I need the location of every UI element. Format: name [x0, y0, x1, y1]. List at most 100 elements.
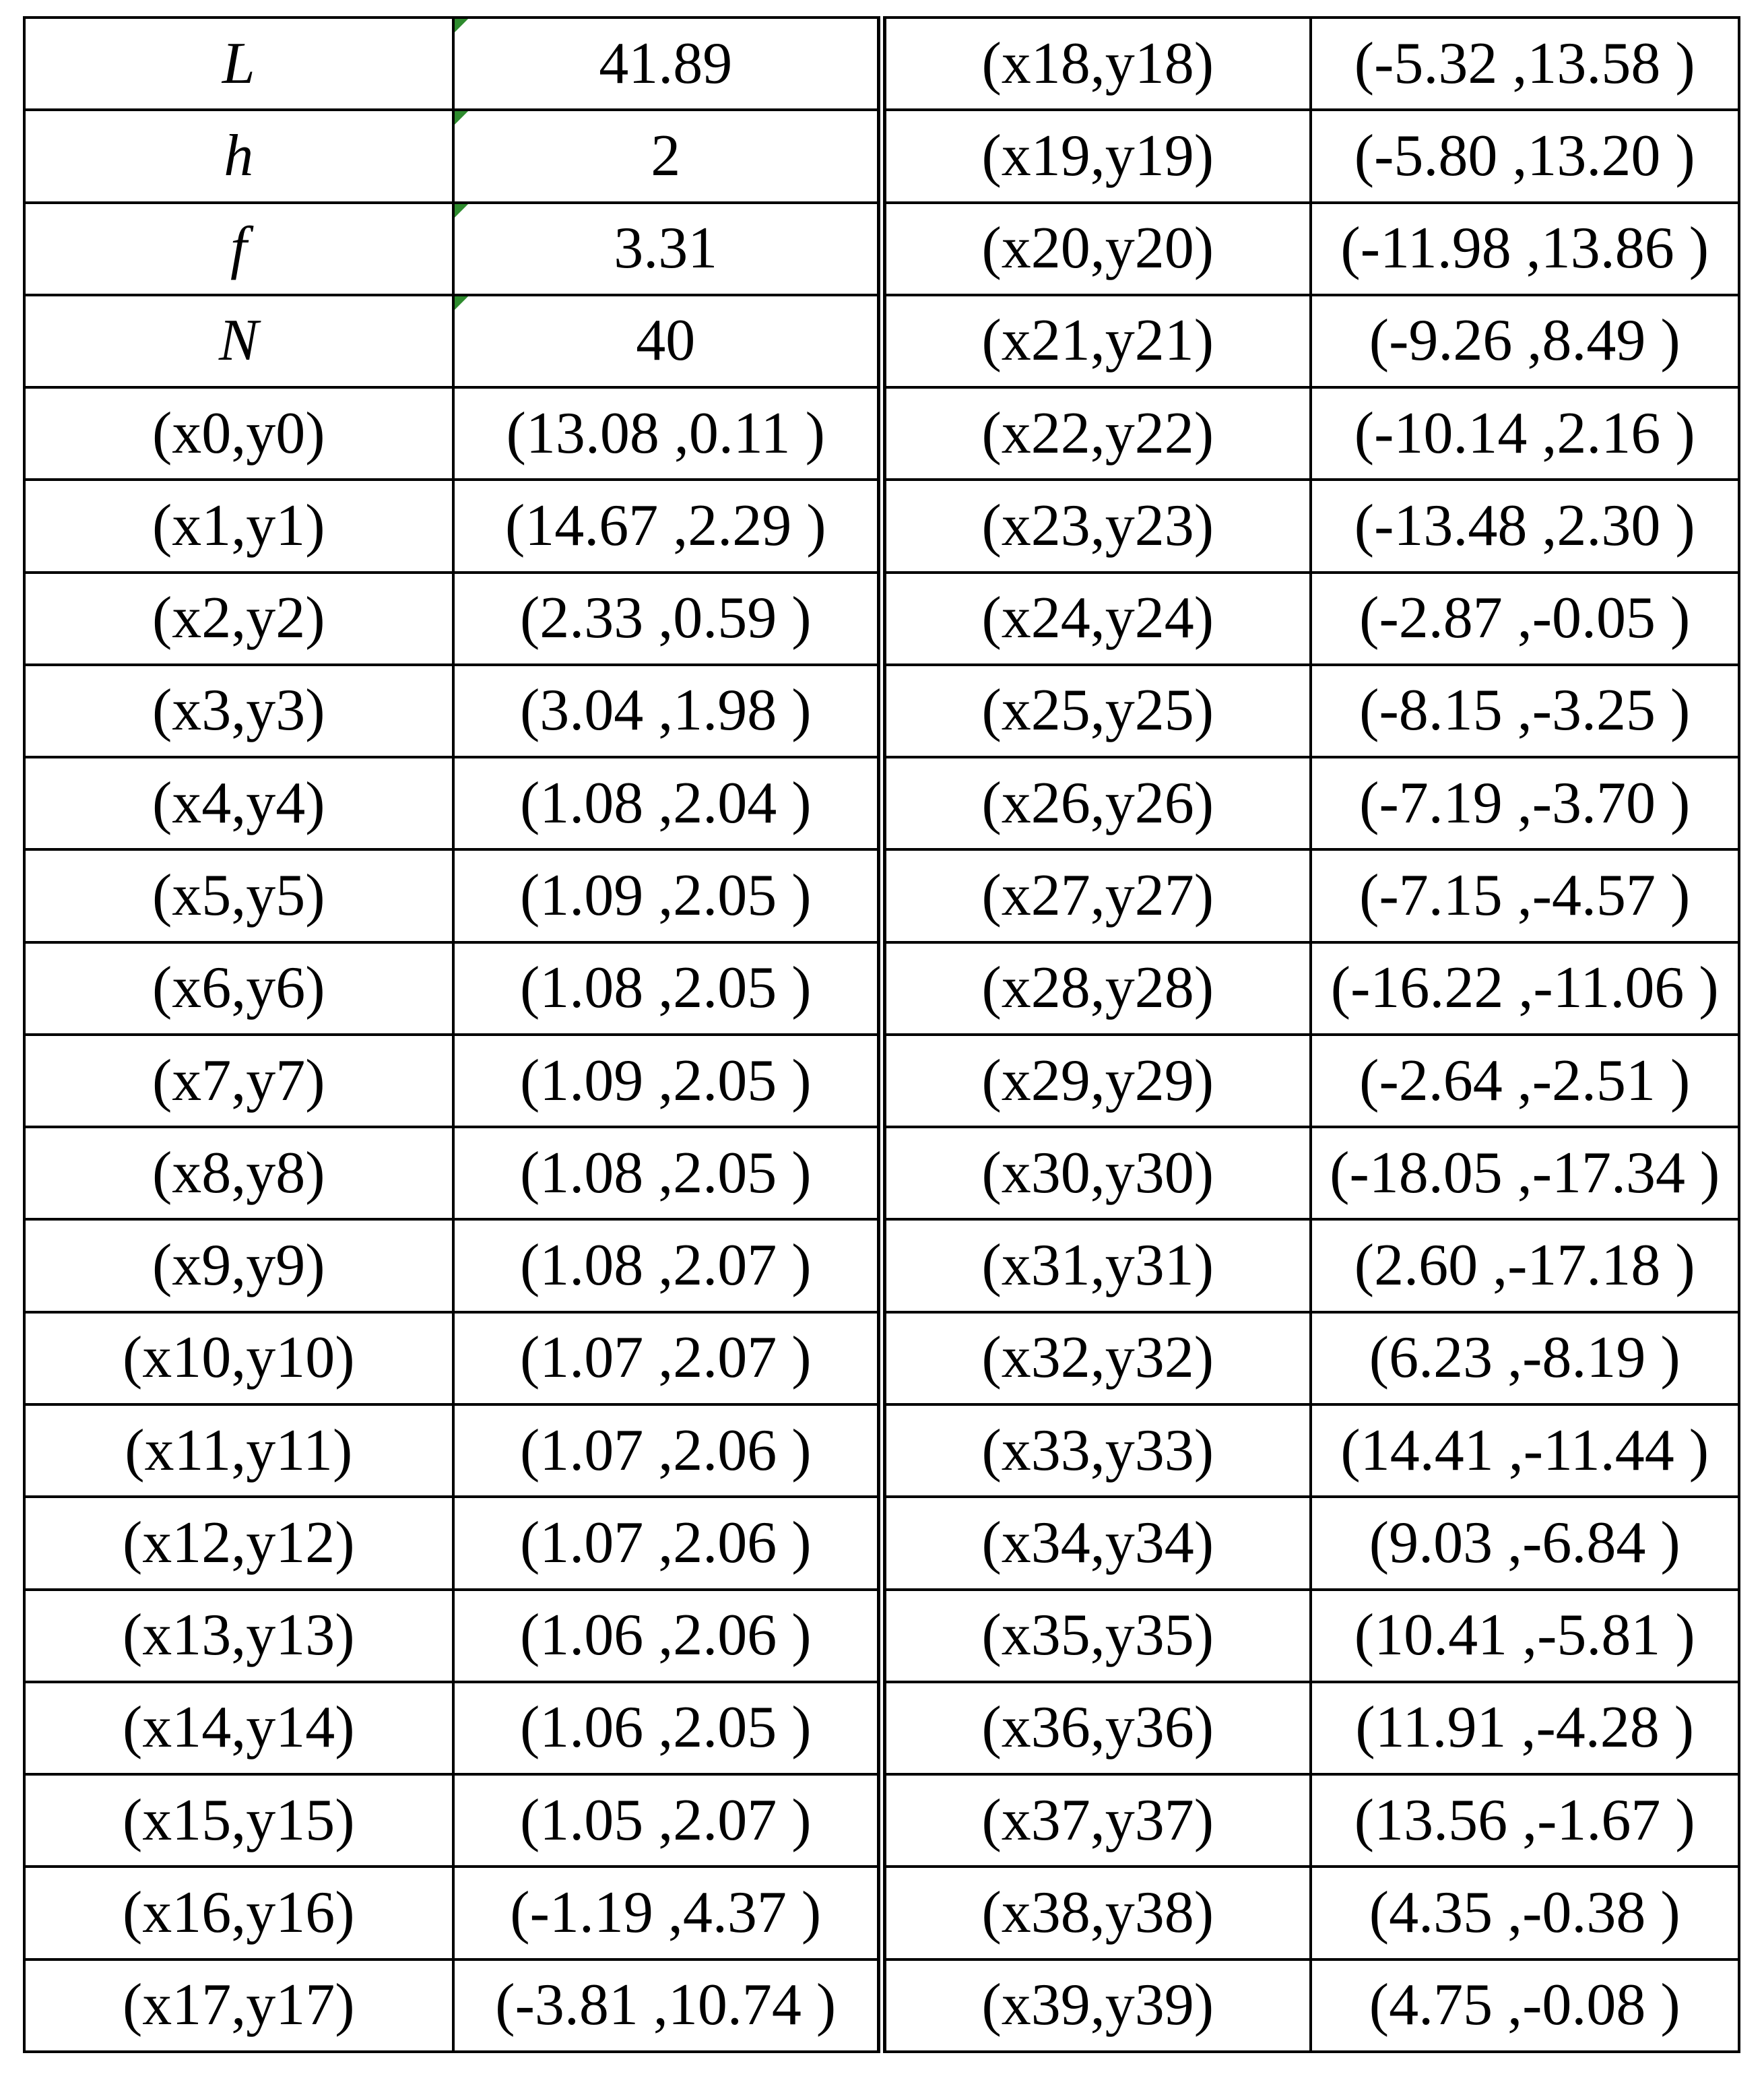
label-cell: f — [23, 201, 455, 296]
label-cell: (x24,y24) — [880, 571, 1312, 666]
table-row: (x13,y13) (1.06 ,2.06 ) (x35,y35) (10.41 ,-… — [23, 1588, 1740, 1683]
table-row: (x11,y11) (1.07 ,2.06 ) (x33,y33) (14.41 ,-… — [23, 1402, 1740, 1499]
table-row: (x8,y8) (1.08 ,2.05 ) (x30,y30) (-18.05 ,-1… — [23, 1126, 1740, 1221]
table-row: (x2,y2) (2.33 ,0.59 ) (x24,y24) (-2.87 ,-0.… — [23, 571, 1740, 666]
label-cell: (x20,y20) — [880, 201, 1312, 296]
label-cell: (x12,y12) — [23, 1495, 455, 1591]
label-cell: (x18,y18) — [880, 15, 1312, 112]
label-cell: (x32,y32) — [880, 1310, 1312, 1406]
cell-indicator — [454, 111, 468, 125]
label-cell: (x16,y16) — [23, 1865, 455, 1961]
table-row: f 3.31 (x20,y20) (-11.98 ,13.86 ) — [23, 201, 1740, 296]
label-cell: (x1,y1) — [23, 478, 455, 574]
label-cell: (x2,y2) — [23, 571, 455, 666]
label-cell: h — [23, 108, 455, 204]
table-row: (x5,y5) (1.09 ,2.05 ) (x27,y27) (-7.15 ,-4.… — [23, 848, 1740, 944]
value-cell: (11.91 ,-4.28 ) — [1309, 1680, 1740, 1776]
value-cell: (1.09 ,2.05 ) — [451, 848, 886, 944]
label-cell: (x5,y5) — [23, 848, 455, 944]
value-cell: (1.08 ,2.05 ) — [451, 940, 886, 1036]
value-cell: (1.07 ,2.07 ) — [451, 1310, 886, 1406]
value-cell: (10.41 ,-5.81 ) — [1309, 1588, 1740, 1683]
table-row: (x9,y9) (1.08 ,2.07 ) (x31,y31) (2.60 ,-17.… — [23, 1218, 1740, 1314]
value-cell: (-7.19 ,-3.70 ) — [1309, 756, 1740, 851]
value-cell: (6.23 ,-8.19 ) — [1309, 1310, 1740, 1406]
label-cell: (x9,y9) — [23, 1218, 455, 1314]
data-table: L 41.89 (x18,y18) (-5.32 ,13.58 ) h 2 (x19,y19… — [23, 15, 1740, 2054]
value-cell: 3.31 — [451, 201, 886, 296]
label-cell: (x3,y3) — [23, 663, 455, 759]
table-row: (x14,y14) (1.06 ,2.05 ) (x36,y36) (11.91 ,-… — [23, 1680, 1740, 1776]
label-cell: (x31,y31) — [880, 1218, 1312, 1314]
value-cell: (1.06 ,2.06 ) — [451, 1588, 886, 1683]
value-cell: 40 — [451, 293, 886, 389]
value-cell: (1.08 ,2.05 ) — [451, 1126, 886, 1221]
label-cell: (x6,y6) — [23, 940, 455, 1036]
value-cell: 41.89 — [451, 15, 886, 112]
value-cell: (-13.48 ,2.30 ) — [1309, 478, 1740, 574]
table-row: h 2 (x19,y19) (-5.80 ,13.20 ) — [23, 108, 1740, 204]
label-cell: (x7,y7) — [23, 1033, 455, 1129]
label-cell: (x26,y26) — [880, 756, 1312, 851]
value-cell: (-11.98 ,13.86 ) — [1309, 201, 1740, 296]
table-row: (x6,y6) (1.08 ,2.05 ) (x28,y28) (-16.22 ,-1… — [23, 940, 1740, 1036]
table-row: (x10,y10) (1.07 ,2.07 ) (x32,y32) (6.23 ,-8… — [23, 1310, 1740, 1406]
label-cell: (x14,y14) — [23, 1680, 455, 1776]
value-cell: (1.07 ,2.06 ) — [451, 1402, 886, 1499]
value-cell: (14.41 ,-11.44 ) — [1309, 1402, 1740, 1499]
value-cell: (2.60 ,-17.18 ) — [1309, 1218, 1740, 1314]
value-cell: (1.05 ,2.07 ) — [451, 1773, 886, 1869]
table-row: (x16,y16) (-1.19 ,4.37 ) (x38,y38) (4.35 ,-… — [23, 1865, 1740, 1961]
table-body: L 41.89 (x18,y18) (-5.32 ,13.58 ) h 2 (x19,y19… — [23, 15, 1740, 2054]
table-row: L 41.89 (x18,y18) (-5.32 ,13.58 ) — [23, 15, 1740, 112]
label-cell: (x29,y29) — [880, 1033, 1312, 1129]
value-cell: (1.08 ,2.04 ) — [451, 756, 886, 851]
value-cell: (-2.87 ,-0.05 ) — [1309, 571, 1740, 666]
table-row: (x1,y1) (14.67 ,2.29 ) (x23,y23) (-13.48 ,2… — [23, 478, 1740, 574]
label-cell: (x23,y23) — [880, 478, 1312, 574]
value-cell: (-1.19 ,4.37 ) — [451, 1865, 886, 1961]
value-cell: (-7.15 ,-4.57 ) — [1309, 848, 1740, 944]
value-cell: (9.03 ,-6.84 ) — [1309, 1495, 1740, 1591]
label-cell: (x30,y30) — [880, 1126, 1312, 1221]
table-row: (x15,y15) (1.05 ,2.07 ) (x37,y37) (13.56 ,-… — [23, 1773, 1740, 1869]
table-row: (x7,y7) (1.09 ,2.05 ) (x29,y29) (-2.64 ,-2.… — [23, 1033, 1740, 1129]
value-cell: (-10.14 ,2.16 ) — [1309, 386, 1740, 482]
label-cell: (x36,y36) — [880, 1680, 1312, 1776]
label-cell: (x15,y15) — [23, 1773, 455, 1869]
label-cell: (x27,y27) — [880, 848, 1312, 944]
label-cell: (x21,y21) — [880, 293, 1312, 389]
value-cell: (14.67 ,2.29 ) — [451, 478, 886, 574]
value-cell: (-5.80 ,13.20 ) — [1309, 108, 1740, 204]
value-cell: (1.08 ,2.07 ) — [451, 1218, 886, 1314]
label-cell: (x35,y35) — [880, 1588, 1312, 1683]
value-cell: (-9.26 ,8.49 ) — [1309, 293, 1740, 389]
value-cell: (-5.32 ,13.58 ) — [1309, 15, 1740, 112]
label-cell: (x4,y4) — [23, 756, 455, 851]
label-cell: L — [23, 15, 455, 112]
cell-indicator — [454, 296, 468, 310]
value-cell: (2.33 ,0.59 ) — [451, 571, 886, 666]
value-cell: (1.07 ,2.06 ) — [451, 1495, 886, 1591]
label-cell: (x10,y10) — [23, 1310, 455, 1406]
value-cell: (-18.05 ,-17.34 ) — [1309, 1126, 1740, 1221]
label-cell: (x28,y28) — [880, 940, 1312, 1036]
value-cell: (13.08 ,0.11 ) — [451, 386, 886, 482]
label-cell: (x13,y13) — [23, 1588, 455, 1683]
label-cell: (x17,y17) — [23, 1957, 455, 2054]
value-cell: (13.56 ,-1.67 ) — [1309, 1773, 1740, 1869]
label-cell: (x22,y22) — [880, 386, 1312, 482]
label-cell: (x19,y19) — [880, 108, 1312, 204]
table-row: (x4,y4) (1.08 ,2.04 ) (x26,y26) (-7.19 ,-3.… — [23, 756, 1740, 851]
value-cell: (4.75 ,-0.08 ) — [1309, 1957, 1740, 2054]
value-cell: (-8.15 ,-3.25 ) — [1309, 663, 1740, 759]
label-cell: (x0,y0) — [23, 386, 455, 482]
cell-indicator — [454, 19, 468, 32]
table-row: (x17,y17) (-3.81 ,10.74 ) (x39,y39) (4.75 ,… — [23, 1957, 1740, 2054]
table-row: (x3,y3) (3.04 ,1.98 ) (x25,y25) (-8.15 ,-3.… — [23, 663, 1740, 759]
label-cell: N — [23, 293, 455, 389]
label-cell: (x34,y34) — [880, 1495, 1312, 1591]
value-cell: 2 — [451, 108, 886, 204]
table-row: (x0,y0) (13.08 ,0.11 ) (x22,y22) (-10.14 ,2… — [23, 386, 1740, 482]
